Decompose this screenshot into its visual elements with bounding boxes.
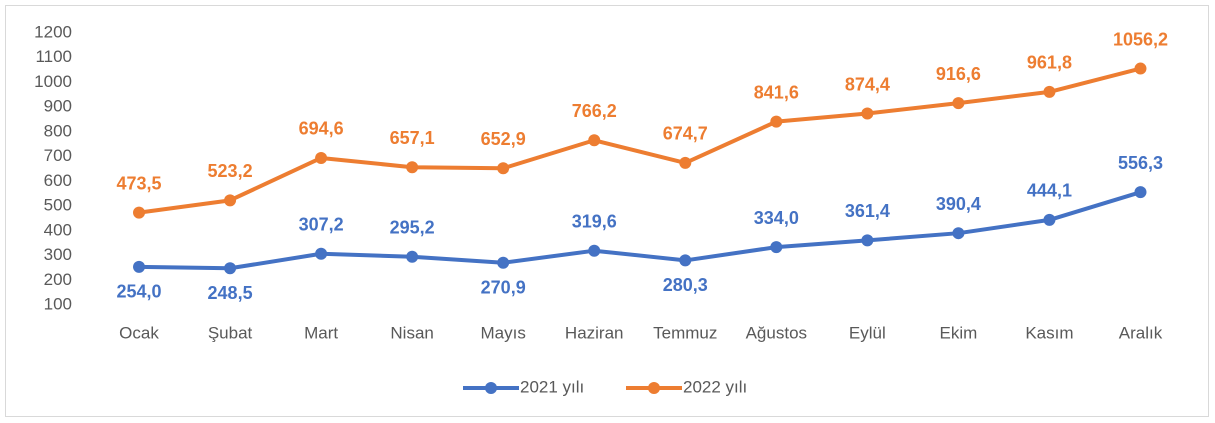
value-label: 334,0	[754, 208, 799, 228]
legend-marker	[485, 382, 497, 394]
y-tick-label: 500	[44, 196, 72, 215]
value-label: 444,1	[1027, 181, 1072, 201]
point	[497, 162, 510, 175]
point	[315, 247, 328, 260]
legend-marker	[648, 382, 660, 394]
chart-frame	[5, 5, 1209, 417]
value-label: 961,8	[1027, 53, 1072, 73]
point	[497, 256, 510, 269]
point	[224, 194, 237, 207]
point	[588, 134, 601, 147]
y-tick-label: 700	[44, 146, 72, 165]
value-label: 361,4	[845, 201, 890, 221]
point	[406, 250, 419, 263]
point	[1134, 186, 1147, 199]
value-label: 307,2	[299, 215, 344, 235]
point	[770, 115, 783, 128]
value-label: 390,4	[936, 194, 981, 214]
x-tick-label: Ocak	[119, 323, 159, 342]
value-label: 248,5	[208, 283, 253, 303]
legend-label: 2022 yılı	[683, 377, 747, 396]
x-tick-label: Mayıs	[481, 323, 526, 342]
value-label: 473,5	[116, 173, 161, 193]
point	[1134, 62, 1147, 75]
value-label: 657,1	[390, 128, 435, 148]
value-label: 841,6	[754, 82, 799, 102]
y-tick-label: 900	[44, 97, 72, 116]
y-tick-label: 1100	[35, 47, 72, 66]
y-tick-label: 1000	[34, 72, 72, 91]
x-tick-label: Mart	[304, 323, 338, 342]
y-tick-label: 400	[44, 220, 72, 239]
y-tick-label: 600	[44, 171, 72, 190]
value-label: 694,6	[299, 119, 344, 139]
point	[588, 244, 601, 257]
series-line	[138, 66, 1141, 215]
value-label: 295,2	[390, 217, 435, 237]
value-label: 674,7	[663, 124, 708, 144]
value-label: 270,9	[481, 277, 526, 297]
point	[679, 156, 692, 169]
x-tick-label: Ekim	[940, 323, 978, 342]
value-label: 1056,2	[1113, 29, 1168, 49]
value-label: 556,3	[1118, 153, 1163, 173]
x-tick-label: Temmuz	[653, 323, 717, 342]
y-tick-label: 1200	[34, 22, 72, 41]
value-label: 874,4	[845, 74, 890, 94]
value-label: 523,2	[208, 161, 253, 181]
point	[133, 260, 146, 273]
point	[679, 254, 692, 267]
point	[406, 161, 419, 174]
y-tick-label: 100	[44, 294, 72, 313]
x-tick-label: Haziran	[565, 323, 624, 342]
value-label: 254,0	[116, 282, 161, 302]
point	[952, 97, 965, 110]
value-label: 652,9	[481, 129, 526, 149]
point	[861, 234, 874, 247]
point	[1043, 213, 1056, 226]
y-tick-label: 300	[44, 245, 72, 264]
x-tick-label: Kasım	[1025, 323, 1073, 342]
point	[952, 227, 965, 240]
x-tick-label: Eylül	[849, 323, 886, 342]
x-tick-label: Şubat	[208, 323, 253, 342]
y-tick-label: 200	[44, 270, 72, 289]
x-tick-label: Aralık	[1119, 323, 1163, 342]
point	[133, 206, 146, 219]
value-label: 280,3	[663, 275, 708, 295]
x-tick-label: Nisan	[390, 323, 433, 342]
point	[861, 107, 874, 120]
value-label: 319,6	[572, 211, 617, 231]
legend-label: 2021 yılı	[520, 377, 584, 396]
y-tick-label: 800	[44, 121, 72, 140]
point	[770, 241, 783, 254]
value-label: 766,2	[572, 101, 617, 121]
point	[224, 262, 237, 275]
point	[1043, 85, 1056, 98]
point	[315, 151, 328, 164]
value-label: 916,6	[936, 64, 981, 84]
series-line	[138, 190, 1142, 271]
x-tick-label: Ağustos	[746, 323, 807, 342]
